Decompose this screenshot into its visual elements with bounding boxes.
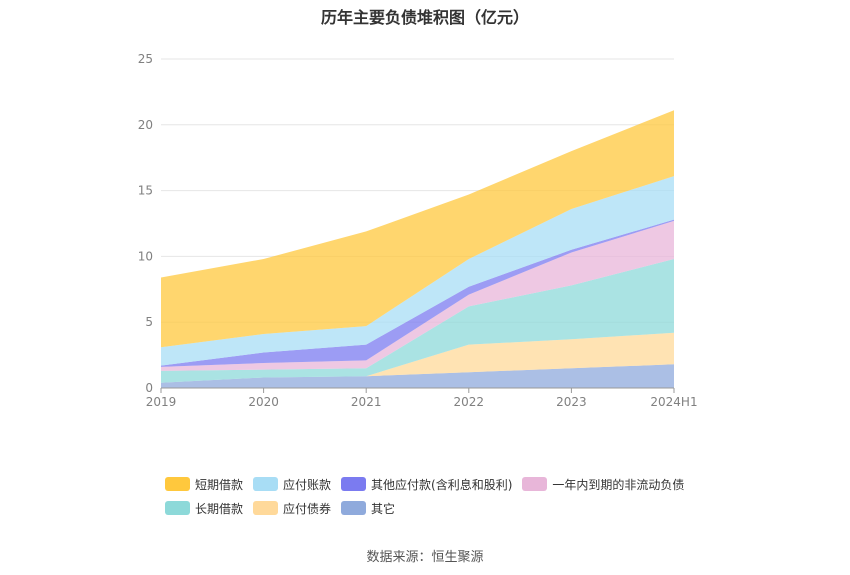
x-tick-label: 2020: [248, 395, 279, 409]
area-series-1: [161, 332, 674, 383]
legend-swatch: [165, 477, 190, 491]
legend-label: 应付账款: [283, 477, 332, 492]
legend-label: 长期借款: [195, 501, 244, 516]
x-tick-label: 2019: [146, 395, 177, 409]
legend-swatch: [341, 477, 367, 491]
x-tick-label: 2023: [556, 395, 587, 409]
legend-item[interactable]: 其他应付款(含利息和股利): [341, 476, 512, 493]
legend-swatch: [253, 501, 279, 515]
chart-title: 历年主要负债堆积图（亿元）: [320, 8, 529, 27]
legend-row: 短期借款 应付账款 其他应付款(含利息和股利) 一年内到期的非流动负债: [165, 472, 725, 496]
chart-legend: 短期借款 应付账款 其他应付款(含利息和股利) 一年内到期的非流动负债长期借款 应付债券…: [165, 472, 725, 520]
y-tick-label: 25: [138, 52, 153, 66]
y-tick-label: 0: [145, 381, 153, 395]
area-series-0: [161, 364, 674, 388]
legend-item[interactable]: 应付债券: [253, 500, 331, 517]
y-tick-label: 15: [138, 184, 153, 198]
x-tick-label: 2024H1: [650, 395, 697, 409]
legend-item[interactable]: 短期借款: [165, 476, 243, 493]
legend-swatch: [253, 477, 279, 491]
legend-label: 其它: [371, 501, 396, 516]
legend-swatch: [341, 501, 367, 515]
y-tick-label: 20: [138, 118, 153, 132]
legend-swatch: [522, 477, 548, 491]
legend-item[interactable]: 其它: [341, 500, 395, 517]
area-series-5: [161, 176, 674, 366]
legend-item[interactable]: 一年内到期的非流动负债: [522, 476, 684, 493]
y-tick-label: 5: [145, 315, 153, 329]
legend-label: 一年内到期的非流动负债: [552, 477, 685, 492]
legend-swatch: [165, 501, 190, 515]
y-tick-label: 10: [138, 249, 153, 263]
legend-row: 长期借款 应付债券 其它: [165, 496, 725, 520]
data-source: 数据来源：恒生聚源: [366, 550, 484, 565]
x-tick-label: 2022: [454, 395, 485, 409]
area-series-6: [161, 110, 674, 348]
legend-item[interactable]: 应付账款: [253, 476, 331, 493]
legend-label: 其他应付款(含利息和股利): [371, 477, 513, 492]
legend-label: 应付债券: [283, 501, 332, 516]
legend-item[interactable]: 长期借款: [165, 500, 243, 517]
x-tick-label: 2021: [351, 395, 382, 409]
legend-label: 短期借款: [195, 477, 244, 492]
area-series-2: [161, 259, 674, 383]
